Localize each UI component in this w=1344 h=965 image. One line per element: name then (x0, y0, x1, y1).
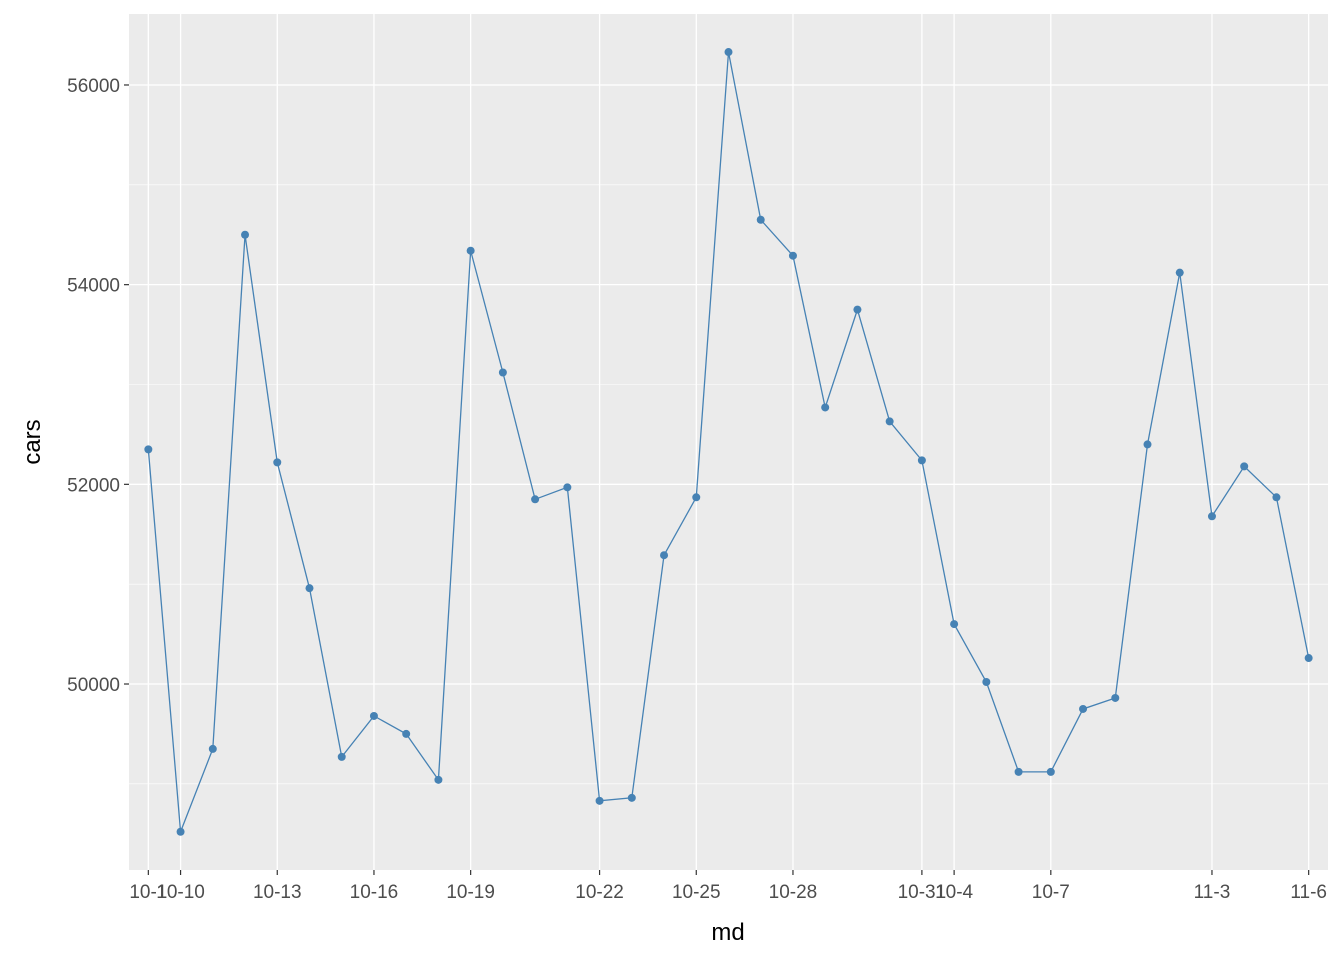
x-tick-label: 10-16 (350, 882, 399, 903)
y-axis-title: cars (19, 419, 46, 464)
point (1111, 693, 1120, 702)
x-tick-label: 10-1 (129, 882, 167, 903)
point (1143, 440, 1152, 449)
x-tick-label: 10-4 (935, 882, 973, 903)
panel-background (129, 14, 1328, 870)
point (692, 493, 701, 502)
point (627, 793, 636, 802)
point (756, 215, 765, 224)
point (788, 251, 797, 260)
point (982, 678, 991, 687)
y-tick-label: 50000 (67, 675, 120, 696)
point (1272, 493, 1281, 502)
point (498, 368, 507, 377)
point (273, 458, 282, 467)
x-tick-label: 11-3 (1194, 882, 1231, 903)
point (1175, 268, 1184, 277)
point (208, 744, 217, 753)
x-tick-label: 10-19 (446, 882, 495, 903)
point (241, 230, 250, 239)
x-tick-label: 11-6 (1290, 882, 1327, 903)
point (595, 796, 604, 805)
x-tick-label: 10-10 (156, 882, 205, 903)
point (144, 445, 153, 454)
point (1014, 767, 1023, 776)
point (466, 246, 475, 255)
point (305, 584, 314, 593)
point (563, 483, 572, 492)
x-tick-label: 10-22 (575, 882, 624, 903)
point (369, 711, 378, 720)
point (1079, 704, 1088, 713)
point (531, 495, 540, 504)
x-tick-label: 10-25 (672, 882, 721, 903)
point (660, 551, 669, 560)
point (885, 417, 894, 426)
point (724, 48, 733, 57)
x-tick-label: 10-7 (1032, 882, 1070, 903)
point (917, 456, 926, 465)
x-tick-label: 10-31 (898, 882, 947, 903)
point (1207, 512, 1216, 521)
x-tick-label: 10-28 (769, 882, 818, 903)
point (1240, 462, 1249, 471)
point (853, 305, 862, 314)
y-tick-label: 54000 (67, 276, 120, 297)
point (434, 775, 443, 784)
x-tick-label: 10-13 (253, 882, 302, 903)
point (1304, 654, 1313, 663)
point (1046, 767, 1055, 776)
y-tick-label: 52000 (67, 475, 120, 496)
point (950, 620, 959, 629)
point (337, 752, 346, 761)
point (176, 827, 185, 836)
point (821, 403, 830, 412)
x-axis-title: md (711, 919, 744, 946)
y-tick-label: 56000 (67, 76, 120, 97)
point (402, 729, 411, 738)
